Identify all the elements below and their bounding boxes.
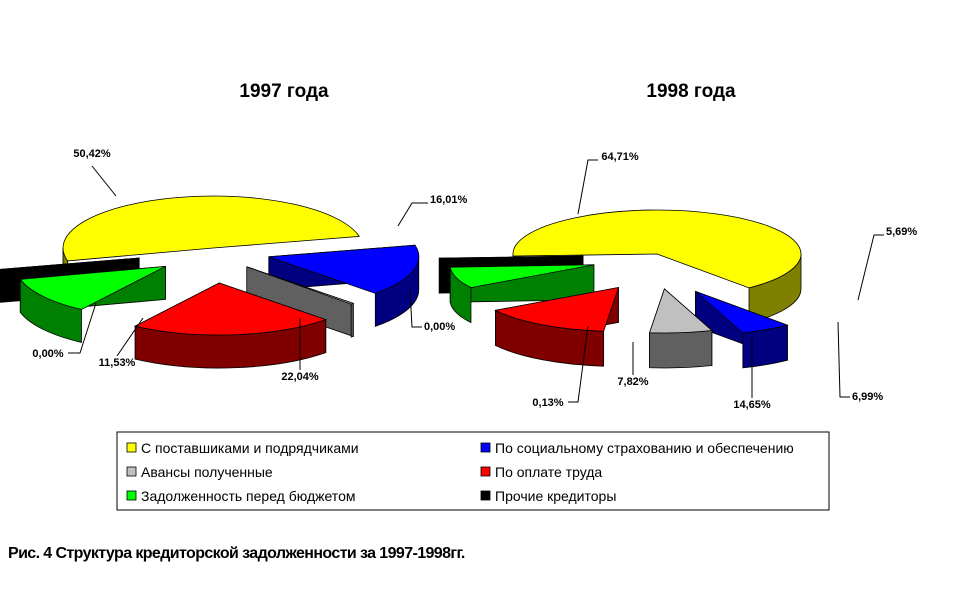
legend-swatch-suppliers [126,442,137,453]
leader-line-1998-social [857,234,884,301]
leader-line-1997-social [397,202,428,227]
legend-swatch-budget [126,490,137,501]
data-label-1998-advances: 6,99% [852,391,883,403]
data-label-1998-budget: 7,82% [617,376,648,388]
legend-swatch-advances [126,466,137,477]
data-label-1998-wages: 14,65% [733,399,771,411]
figure-caption: Рис. 4 Структура кредиторской задолженно… [8,545,465,562]
legend-label-other: Прочие кредиторы [495,488,616,504]
legend: С поставшиками и подрядчиками По социаль… [116,431,830,511]
data-label-1998-other: 0,13% [532,397,563,409]
legend-frame [116,431,830,511]
pie-slice-1997-social [268,244,420,327]
leader-line-1997-advances [409,289,422,328]
pie-slice-1998-wages [494,286,620,367]
pie-slice-1998-social [694,290,789,369]
chart-title-1998: 1998 года [646,81,736,102]
data-label-1997-other: 0,00% [32,348,63,360]
legend-label-budget: Задолженность перед бюджетом [141,488,355,504]
legend-label-advances: Авансы полученные [141,464,273,480]
chart-title-1997: 1997 года [239,81,329,102]
leader-line-1997-budget [116,317,144,357]
pie-slice-1997-budget [19,265,166,343]
data-label-1997-social: 16,01% [430,194,468,206]
data-label-1997-suppliers: 50,42% [73,148,111,160]
legend-label-suppliers: С поставшиками и подрядчиками [141,440,359,456]
leader-line-1998-other [568,325,589,403]
leader-line-1997-suppliers [91,165,117,197]
leader-line-1997-other [68,302,97,354]
pie-slice-1998-suppliers [512,209,802,324]
data-label-1997-advances: 0,00% [424,321,455,333]
legend-swatch-wages [480,466,491,477]
legend-swatch-social [480,442,491,453]
pie-slice-1997-wages [133,282,327,369]
pie-1997: 50,42% 16,01% 0,00% 22,04% 11,53% 0,00% [0,148,468,383]
pie-slice-1997-advances [246,266,355,338]
legend-swatch-other [480,490,491,501]
data-label-1997-wages: 22,04% [281,371,319,383]
pie-slice-1998-advances [648,288,713,369]
legend-label-wages: По оплате труда [495,464,602,480]
pie-1998: 64,71% 5,69% 6,99% 14,65% 7,82% 0,13% [438,151,917,411]
data-label-1998-suppliers: 64,71% [601,151,639,163]
leader-line-1998-advances [837,321,850,398]
leader-line-1998-suppliers [577,159,598,215]
data-label-1997-budget: 11,53% [99,357,136,369]
legend-label-social: По социальному страхованию и обеспечению [495,440,794,456]
data-label-1998-social: 5,69% [886,226,917,238]
pie-slice-1998-budget [449,264,595,324]
